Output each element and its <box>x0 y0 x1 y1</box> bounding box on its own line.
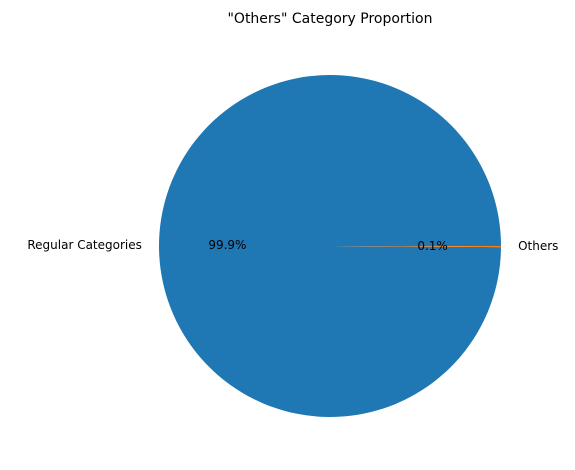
pie-slice-regular-categories <box>159 74 501 417</box>
slice-label-regular-categories: Regular Categories <box>27 238 142 252</box>
chart-title: "Others" Category Proportion <box>227 11 432 27</box>
pie-slices <box>159 74 501 417</box>
pie-labels: Regular Categories 99.9% Others 0.1% <box>27 238 558 253</box>
pie-slice-others <box>330 246 501 248</box>
slice-percent-regular-categories: 99.9% <box>208 238 246 252</box>
slice-percent-others: 0.1% <box>417 239 448 253</box>
slice-label-others: Others <box>518 239 558 253</box>
